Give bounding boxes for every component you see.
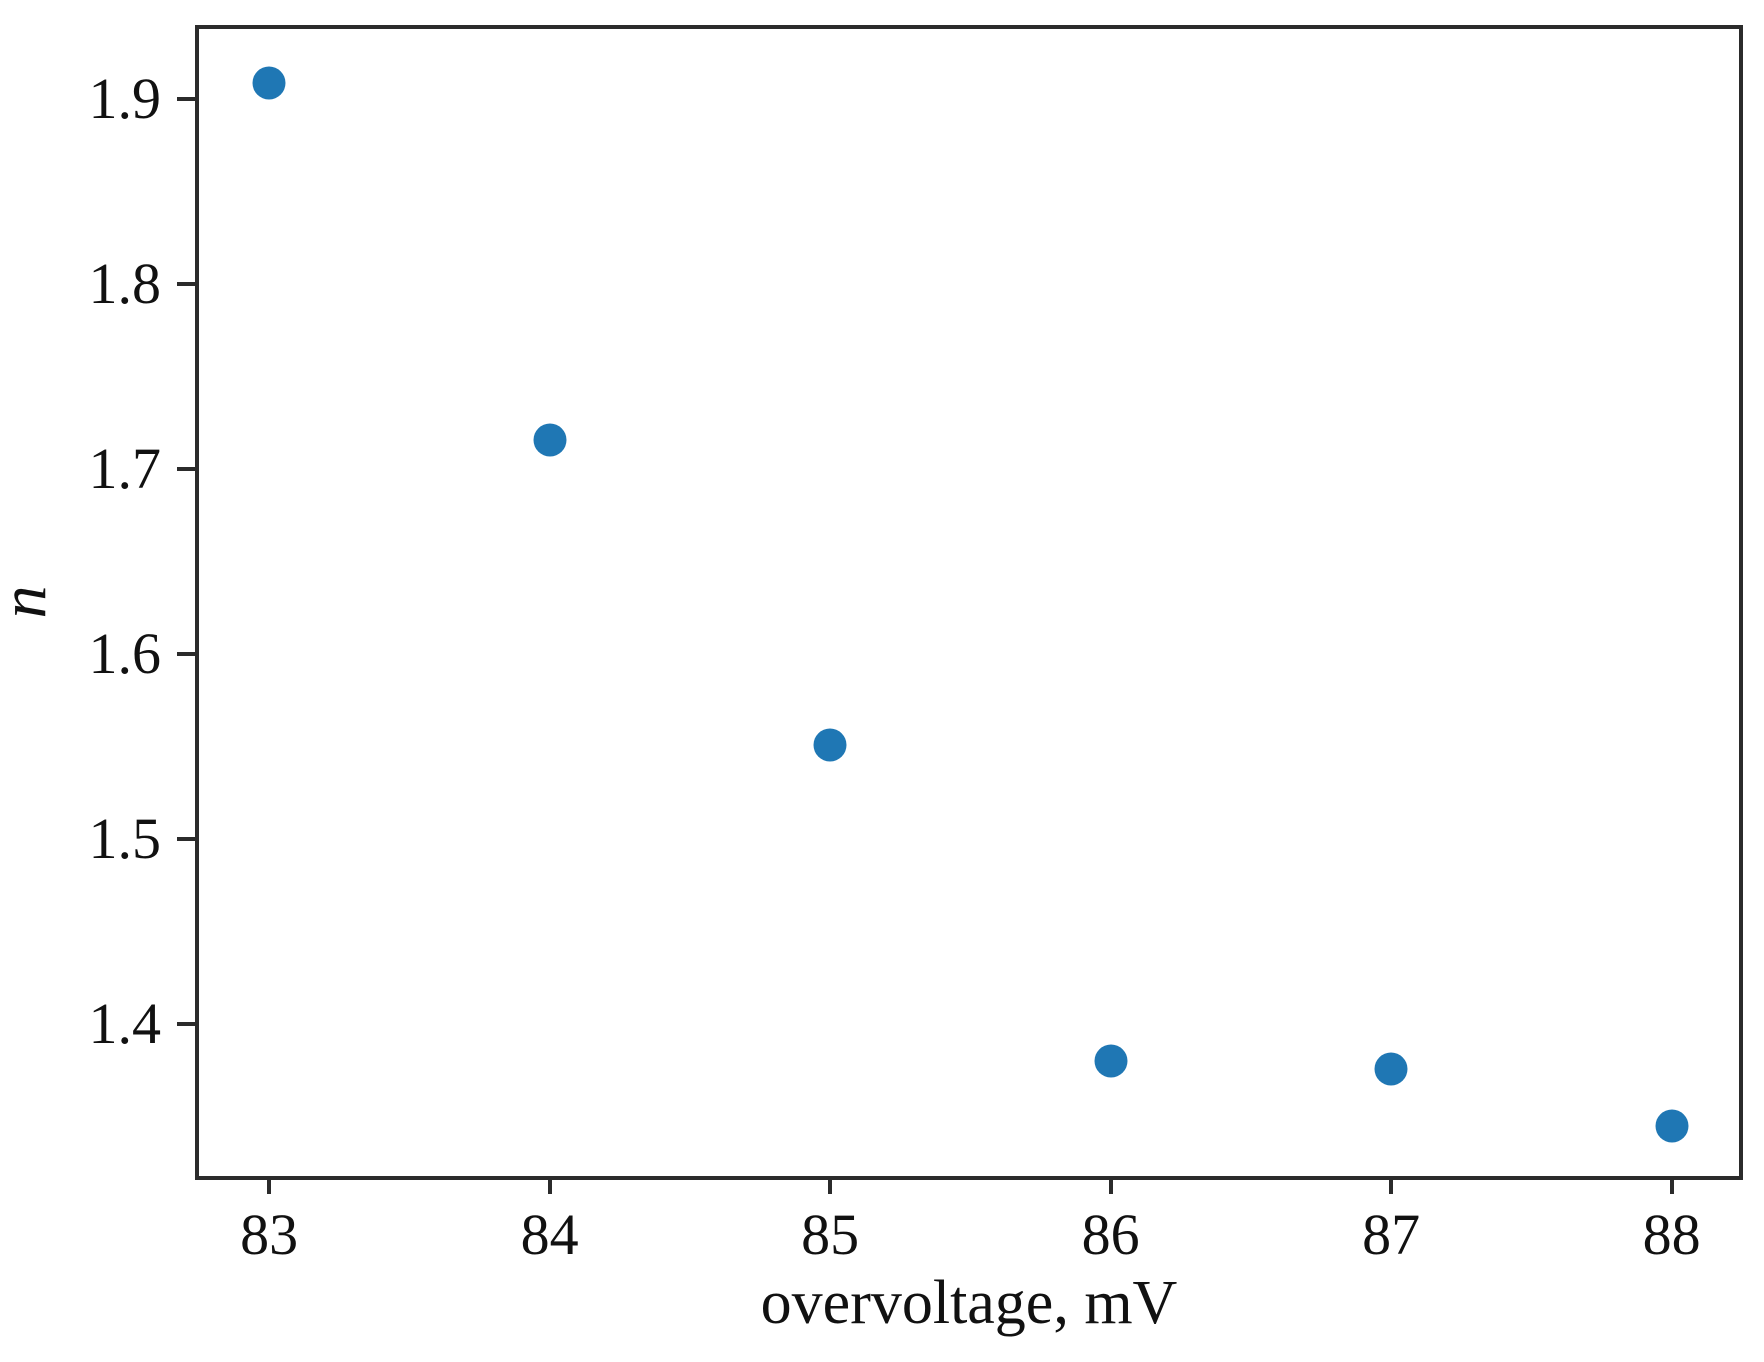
data-point <box>1374 1052 1408 1086</box>
plot-area <box>195 25 1743 1180</box>
y-tick-label: 1.4 <box>88 991 162 1057</box>
x-tick-mark <box>1669 1176 1674 1194</box>
y-tick-label: 1.5 <box>88 806 162 872</box>
data-point <box>813 728 847 762</box>
y-tick-mark <box>177 282 195 287</box>
x-tick-label: 85 <box>801 1202 860 1267</box>
y-tick-mark <box>177 837 195 842</box>
data-point <box>252 66 286 100</box>
y-tick-mark <box>177 652 195 657</box>
y-tick-label: 1.9 <box>88 66 162 132</box>
x-tick-mark <box>267 1176 272 1194</box>
x-tick-label: 83 <box>240 1202 299 1267</box>
x-tick-label: 87 <box>1362 1202 1421 1267</box>
y-tick-label: 1.6 <box>88 621 162 687</box>
y-axis-label: n <box>0 586 61 619</box>
y-tick-mark <box>177 467 195 472</box>
x-tick-label: 88 <box>1642 1202 1701 1267</box>
x-tick-mark <box>1108 1176 1113 1194</box>
x-axis-label: overvoltage, mV <box>760 1269 1178 1337</box>
data-point <box>1655 1109 1689 1143</box>
y-tick-label: 1.7 <box>88 436 162 502</box>
x-tick-label: 84 <box>520 1202 579 1267</box>
data-point <box>533 423 567 457</box>
x-tick-mark <box>547 1176 552 1194</box>
x-tick-mark <box>1389 1176 1394 1194</box>
y-tick-mark <box>177 1022 195 1027</box>
data-point <box>1094 1044 1128 1078</box>
x-tick-mark <box>828 1176 833 1194</box>
y-tick-mark <box>177 97 195 102</box>
x-tick-label: 86 <box>1081 1202 1140 1267</box>
y-tick-label: 1.8 <box>88 251 162 317</box>
